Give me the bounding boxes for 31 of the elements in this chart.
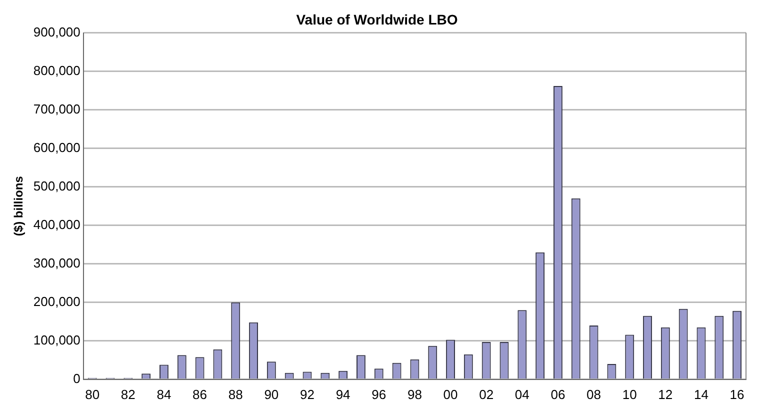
x-tick-label: 82 (120, 386, 136, 402)
y-tick-label: 600,000 (33, 140, 80, 155)
x-tick-label: 12 (658, 386, 673, 402)
x-tick-label: 16 (730, 386, 744, 402)
x-tick-label: 10 (622, 386, 637, 402)
x-tick-label: 00 (443, 386, 458, 402)
x-tick-label: 06 (550, 386, 566, 402)
y-tick-label: 700,000 (33, 101, 80, 116)
x-tick-label: 88 (228, 386, 243, 402)
x-tick-label: 94 (336, 386, 350, 402)
y-tick-label: 400,000 (33, 216, 80, 232)
x-tick-label: 84 (156, 386, 172, 402)
x-tick-label: 96 (372, 386, 386, 402)
x-tick-label: 80 (85, 386, 100, 402)
x-tick-label: 14 (694, 386, 708, 402)
x-tick-label: 04 (514, 386, 530, 402)
x-tick-label: 08 (586, 386, 602, 402)
y-tick-label: 900,000 (33, 24, 80, 40)
x-tick-label: 92 (300, 386, 314, 402)
y-tick-label: 100,000 (33, 332, 80, 348)
x-tick-label: 86 (192, 386, 208, 402)
y-tick-label: 800,000 (33, 62, 80, 78)
y-tick-label: 500,000 (33, 178, 80, 194)
x-tick-label: 98 (407, 386, 422, 402)
y-tick-label: 300,000 (33, 255, 80, 270)
chart-title: Value of Worldwide LBO (296, 11, 458, 28)
y-tick-label: 200,000 (33, 294, 80, 309)
x-tick-label: 02 (479, 386, 494, 402)
y-axis-title: ($) billions (12, 176, 26, 236)
x-tick-label: 90 (264, 386, 279, 402)
y-tick-label: 0 (73, 370, 80, 386)
